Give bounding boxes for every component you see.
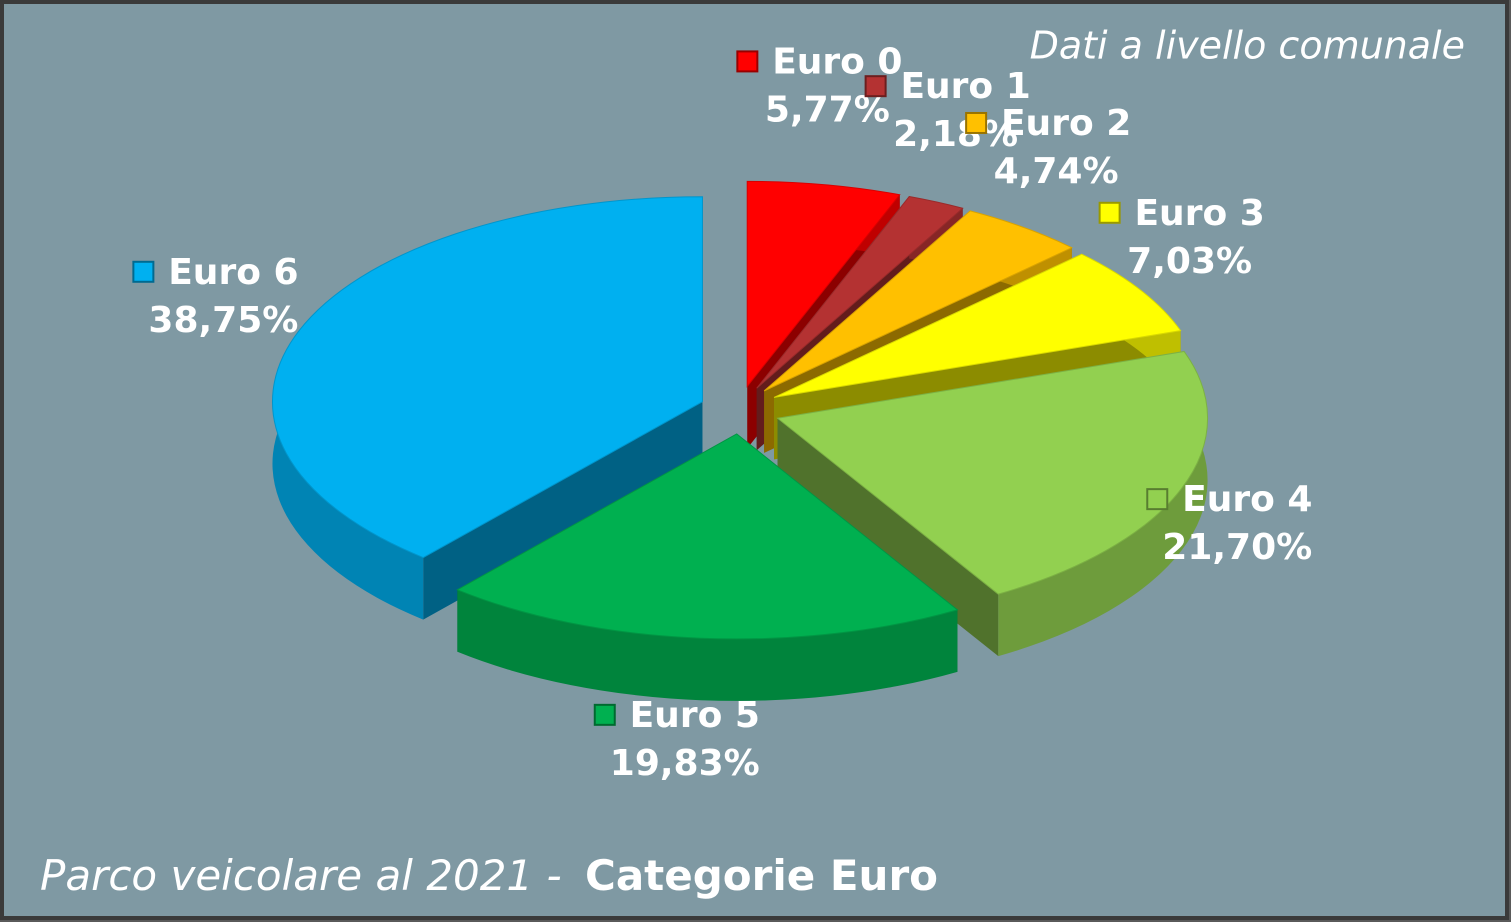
pie: Euro 05,77%Euro 12,18%Euro 24,74%Euro 37… xyxy=(132,41,1312,784)
slice xyxy=(756,195,964,389)
category-label: Euro 5 xyxy=(630,695,760,736)
legend-marker xyxy=(132,260,155,283)
slice xyxy=(456,433,959,701)
category-label: Euro 2 xyxy=(1001,103,1131,144)
slice xyxy=(746,180,901,388)
chart-title: Parco veicolare al 2021 - Categorie Euro xyxy=(40,851,938,900)
slice-side xyxy=(457,589,958,701)
slice xyxy=(773,253,1182,398)
category-label: Euro 4 xyxy=(1182,479,1312,520)
value-label: 19,83% xyxy=(610,743,760,784)
slice xyxy=(776,350,1209,595)
value-label: 21,70% xyxy=(1162,527,1312,568)
slice xyxy=(456,433,959,640)
legend-marker xyxy=(1098,201,1121,224)
value-label: 38,75% xyxy=(148,300,298,341)
slice xyxy=(272,196,703,620)
slice xyxy=(763,210,1073,392)
slice xyxy=(272,196,703,559)
legend-marker xyxy=(864,75,887,98)
legend-marker xyxy=(965,111,988,134)
value-label: 7,03% xyxy=(1127,241,1252,282)
slice-side xyxy=(998,351,1208,657)
legend-marker xyxy=(593,703,616,726)
category-label: Euro 1 xyxy=(900,66,1030,107)
subtitle: Categorie Euro xyxy=(585,851,938,900)
slice-side xyxy=(777,418,999,657)
legend-marker xyxy=(1146,488,1169,511)
slice xyxy=(776,350,1209,657)
value-label: 2,18% xyxy=(893,114,1018,155)
slice-side xyxy=(423,401,703,620)
note: Dati a livello comunale xyxy=(1030,24,1465,68)
legend-marker xyxy=(736,50,759,73)
category-label: Euro 3 xyxy=(1134,193,1264,234)
value-label: 4,74% xyxy=(994,151,1119,192)
title: Parco veicolare al 2021 - xyxy=(40,851,562,900)
category-label: Euro 6 xyxy=(168,252,298,293)
